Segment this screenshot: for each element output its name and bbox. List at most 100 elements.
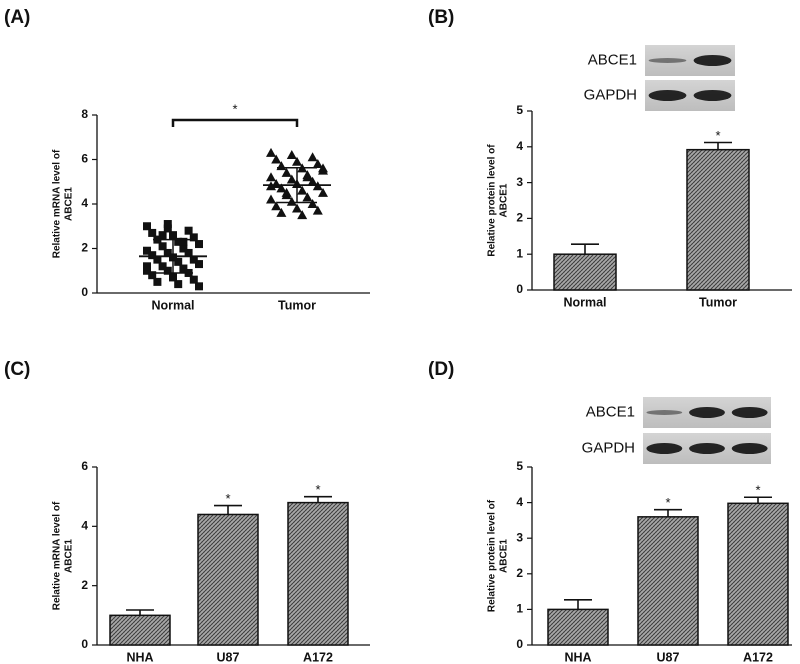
panel: (C) 0 2 4 6 Relative mRNA level of ABCE1 NHA U87… <box>4 359 370 664</box>
point <box>189 233 198 242</box>
point <box>169 231 177 240</box>
y-axis-label: ABCE1 <box>64 539 75 573</box>
point <box>281 167 292 177</box>
point <box>286 150 297 160</box>
point <box>266 172 276 182</box>
y-tick-label: 2 <box>516 211 523 225</box>
point <box>281 187 292 197</box>
bar <box>547 608 609 646</box>
blot-label: GAPDH <box>584 86 637 103</box>
blot-band <box>646 443 683 454</box>
point <box>302 192 313 202</box>
point <box>174 257 183 266</box>
point <box>158 231 167 240</box>
panel-label: (A) <box>4 7 30 28</box>
point <box>174 280 183 289</box>
point <box>266 194 276 204</box>
point <box>312 205 323 215</box>
point <box>189 275 198 284</box>
panel-label: (B) <box>428 7 454 28</box>
x-tick-label: A172 <box>743 650 773 664</box>
y-tick-label: 4 <box>81 196 88 210</box>
significance-label: * <box>315 482 320 497</box>
point <box>163 220 172 229</box>
bar <box>637 516 699 646</box>
panel-label: (D) <box>428 359 454 380</box>
point <box>292 203 302 213</box>
panel-label: (C) <box>4 359 30 380</box>
point <box>169 273 177 282</box>
point <box>143 222 151 231</box>
blot-band <box>731 443 768 454</box>
significance-label: * <box>755 483 760 498</box>
point <box>143 262 151 271</box>
y-tick-label: 0 <box>81 637 88 651</box>
y-tick-label: 0 <box>516 282 523 296</box>
point <box>195 260 203 269</box>
significance-bracket <box>171 118 299 127</box>
y-tick-label: 2 <box>516 566 523 580</box>
point <box>286 174 297 184</box>
point <box>153 277 162 286</box>
y-tick-label: 2 <box>81 241 88 255</box>
point <box>292 156 302 166</box>
point <box>276 207 287 217</box>
point <box>297 210 308 220</box>
y-tick-label: 4 <box>81 519 88 533</box>
y-tick-label: 6 <box>81 152 88 166</box>
y-tick-label: 1 <box>516 246 523 260</box>
point <box>148 228 157 237</box>
y-tick-label: 4 <box>516 495 523 509</box>
blot-band <box>689 443 725 454</box>
blot-label: ABCE1 <box>586 403 635 420</box>
blot-band <box>646 410 683 415</box>
point <box>318 163 328 173</box>
point <box>302 172 313 182</box>
point <box>195 282 203 291</box>
blot-band <box>731 407 768 418</box>
x-tick-label: NHA <box>126 650 153 664</box>
point <box>312 158 323 168</box>
point <box>195 240 203 249</box>
y-tick-label: 3 <box>516 530 523 544</box>
point <box>163 224 172 233</box>
point <box>148 271 157 280</box>
significance-label: * <box>715 128 720 143</box>
point <box>163 248 172 257</box>
bar <box>553 253 617 291</box>
blot-band <box>648 58 687 63</box>
y-tick-label: 5 <box>516 103 523 117</box>
y-tick-label: 2 <box>81 578 88 592</box>
point <box>158 242 167 251</box>
point <box>184 226 193 235</box>
x-tick-label: U87 <box>217 650 240 664</box>
point <box>153 255 162 264</box>
point <box>179 264 188 273</box>
y-axis-label: ABCE1 <box>499 539 510 573</box>
x-tick-label: A172 <box>303 650 333 664</box>
significance-label: * <box>232 101 237 116</box>
point <box>143 266 151 275</box>
x-tick-label: Normal <box>563 295 606 309</box>
point <box>158 262 167 271</box>
y-axis-label: Relative protein level of <box>487 144 498 257</box>
y-tick-label: 0 <box>516 637 523 651</box>
significance-label: * <box>665 495 670 510</box>
y-axis-label: Relative mRNA level of <box>52 149 63 258</box>
point <box>179 244 188 253</box>
point <box>174 237 183 246</box>
point <box>307 152 318 162</box>
x-tick-label: U87 <box>657 650 680 664</box>
point <box>179 237 188 246</box>
bar <box>727 502 789 646</box>
x-tick-label: NHA <box>564 650 591 664</box>
blot-band <box>693 55 732 66</box>
point <box>184 248 193 257</box>
blot-label: ABCE1 <box>588 51 637 68</box>
bar <box>686 148 750 291</box>
x-tick-label: Tumor <box>699 295 737 309</box>
point <box>318 187 328 197</box>
point <box>163 266 172 275</box>
x-tick-label: Tumor <box>278 298 316 312</box>
